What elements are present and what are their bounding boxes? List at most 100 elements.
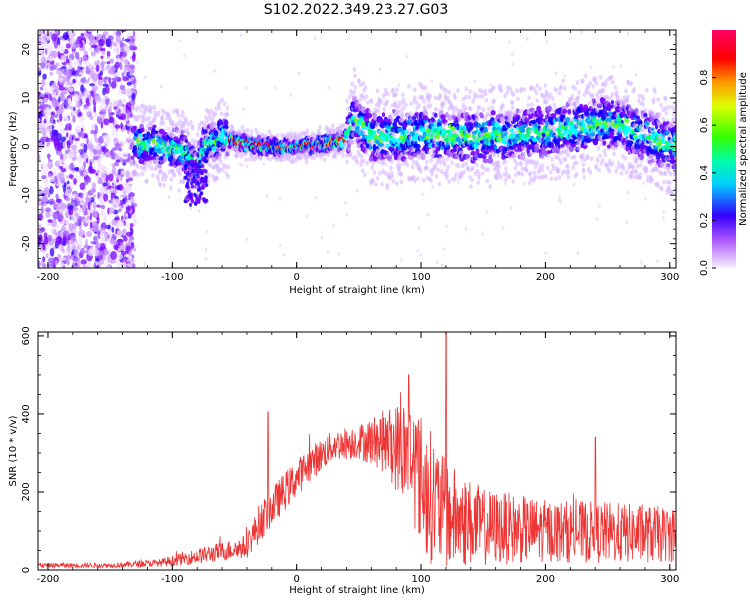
heatmap-cell [79,182,86,191]
heatmap-cell [74,126,82,133]
heatmap-cell [422,110,429,116]
heatmap-cell [430,79,433,83]
heatmap-cell [421,177,426,183]
heatmap-cell [217,105,222,111]
heatmap-cell [389,159,394,164]
heatmap-cell [68,208,74,216]
heatmap-cell [353,73,357,79]
heatmap-cell [98,135,104,144]
heatmap-cell [81,55,89,62]
heatmap-cell [543,83,548,88]
heatmap-cell [348,152,353,158]
heatmap-cell [111,163,116,169]
heatmap-cell [419,168,423,174]
heatmap-cell [150,166,154,171]
heatmap-cell [102,148,109,153]
heatmap-cell [121,72,125,78]
heatmap-cell [133,84,137,89]
heatmap-cell [51,33,58,42]
heatmap-cell [101,229,107,235]
heatmap-cell [176,112,181,118]
heatmap-cell [97,216,100,224]
heatmap-cell [129,44,134,51]
heatmap-cell [489,82,492,87]
heatmap-cell [662,216,665,220]
heatmap-cell [177,188,181,193]
heatmap-cell [118,254,123,260]
heatmap-cell [337,252,341,256]
heatmap-cell [44,94,49,99]
heatmap-cell [109,238,115,244]
heatmap-cell [220,97,225,103]
heatmap-cell [540,163,545,169]
heatmap-cell [383,87,388,93]
heatmap-cell [120,250,127,256]
heatmap-cell [409,101,413,107]
heatmap-cell [103,193,109,202]
heatmap-cell [625,220,629,225]
heatmap-cell [122,98,126,103]
heatmap-cell [511,179,516,185]
heatmap-cell [405,54,408,59]
heatmap-cell [62,230,70,238]
heatmap-cell [245,127,250,133]
heatmap-cell [67,240,71,246]
heatmap-cell [71,51,76,55]
heatmap-cell [55,109,63,116]
heatmap-cell [74,137,80,142]
heatmap-cell [131,254,135,260]
heatmap-cell [86,176,92,184]
heatmap-cell [511,92,516,97]
heatmap-cell [38,43,41,49]
heatmap-cell [101,108,107,112]
heatmap-cell [125,87,132,96]
heatmap-cell [204,256,208,261]
heatmap-cell [265,194,269,199]
heatmap-cell [38,66,41,72]
heatmap-cell [273,86,277,90]
heatmap-cell [644,196,647,201]
heatmap-cell [62,141,67,148]
heatmap-cell [56,142,63,152]
heatmap-cell [471,165,475,171]
heatmap-cell [58,77,64,82]
heatmap-cell [612,65,615,69]
heatmap-cell [73,215,78,224]
heatmap-cell [131,54,136,62]
heatmap-cell [110,66,113,75]
heatmap-cell [428,103,433,109]
heatmap-cell [55,30,59,35]
heatmap-cell [379,67,382,71]
heatmap-cell [123,236,128,242]
heatmap-cell [53,40,58,49]
heatmap-cell [42,195,49,203]
heatmap-cell [136,105,140,110]
heatmap-cell [47,61,51,68]
heatmap-cell [381,158,386,164]
heatmap-cell [626,31,630,36]
heatmap-cell [46,107,51,116]
heatmap-cell [126,122,132,127]
heatmap-cell [80,153,85,159]
heatmap-cell [122,261,127,268]
heatmap-cell [175,129,180,135]
heatmap-cell [389,165,393,171]
heatmap-cell [66,180,70,185]
heatmap-cell [152,124,157,129]
heatmap-cell [73,178,77,185]
heatmap-cell [114,124,121,129]
heatmap-cell [151,127,156,133]
heatmap-cell [60,66,67,70]
heatmap-cell [80,259,87,265]
heatmap-cell [167,195,171,199]
heatmap-cell [115,172,120,180]
heatmap-cell [86,111,92,115]
heatmap-cell [244,157,248,163]
heatmap-cell [483,91,488,97]
heatmap-cell [50,111,56,116]
heatmap-cell [467,94,472,100]
heatmap-cell [67,30,74,37]
heatmap-cell [94,144,101,150]
heatmap-cell [114,217,120,221]
heatmap-cell [465,154,471,159]
